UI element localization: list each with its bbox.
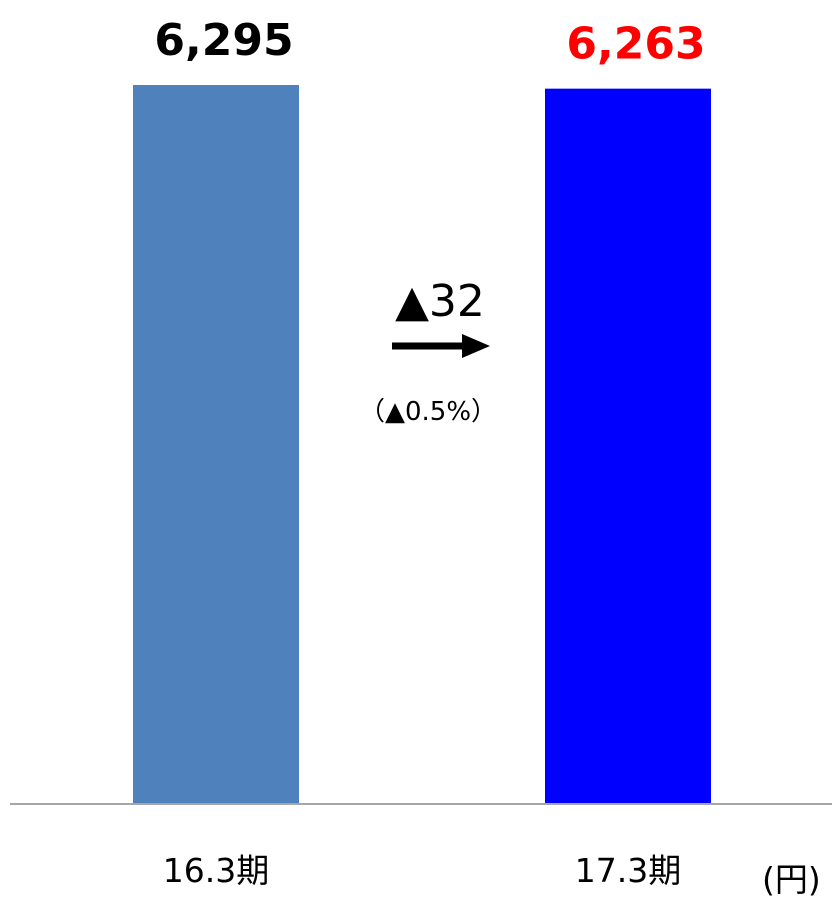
category-label-1: 16.3期: [163, 851, 269, 890]
right-arrow-icon: [392, 334, 490, 358]
unit-label: (円): [762, 860, 821, 899]
bar-value-label-2: 6,263: [566, 19, 705, 70]
bars-group: [133, 85, 711, 804]
bar-value-label-1: 6,295: [154, 15, 293, 66]
change-percent-label: （▲0.5%）: [359, 397, 497, 427]
change-value-label: ▲32: [395, 276, 485, 327]
category-label-2: 17.3期: [575, 851, 681, 890]
bar-2: [545, 88, 711, 804]
value-labels-group: 6,295 6,263: [154, 15, 705, 70]
bar-1: [133, 85, 299, 804]
category-labels-group: 16.3期 17.3期: [163, 851, 681, 890]
